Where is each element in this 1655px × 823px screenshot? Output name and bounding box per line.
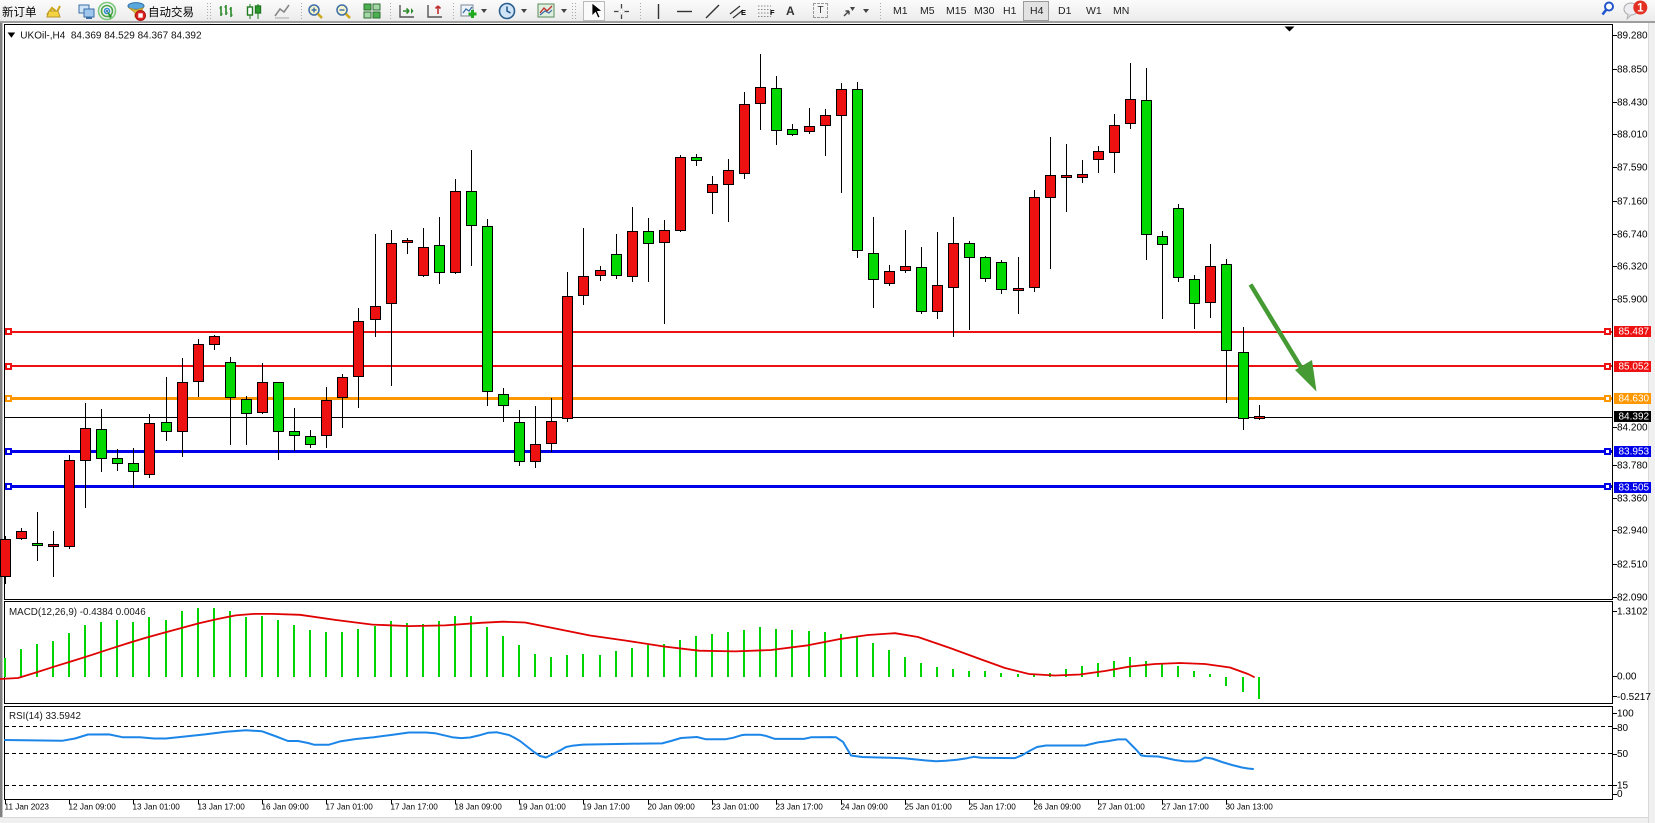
svg-text:89.280: 89.280 [1617, 31, 1648, 42]
svg-text:16 Jan 09:00: 16 Jan 09:00 [262, 803, 310, 812]
svg-text:50: 50 [1617, 749, 1629, 760]
svg-text:83.953: 83.953 [1619, 447, 1650, 458]
svg-text:23 Jan 01:00: 23 Jan 01:00 [712, 803, 760, 812]
svg-text:87.160: 87.160 [1617, 197, 1648, 208]
svg-text:83.505: 83.505 [1619, 483, 1650, 494]
svg-text:30 Jan 13:00: 30 Jan 13:00 [1226, 803, 1274, 812]
svg-text:25 Jan 17:00: 25 Jan 17:00 [969, 803, 1017, 812]
svg-text:85.487: 85.487 [1619, 327, 1650, 338]
svg-text:100: 100 [1617, 709, 1634, 720]
svg-text:0: 0 [1617, 789, 1623, 800]
svg-text:27 Jan 01:00: 27 Jan 01:00 [1098, 803, 1146, 812]
svg-text:84.392: 84.392 [1619, 412, 1650, 423]
svg-text:20 Jan 09:00: 20 Jan 09:00 [648, 803, 696, 812]
svg-text:13 Jan 17:00: 13 Jan 17:00 [198, 803, 246, 812]
svg-text:15: 15 [1617, 781, 1629, 792]
svg-text:87.590: 87.590 [1617, 163, 1648, 174]
svg-text:17 Jan 17:00: 17 Jan 17:00 [391, 803, 439, 812]
svg-text:26 Jan 09:00: 26 Jan 09:00 [1034, 803, 1082, 812]
svg-text:1.3102: 1.3102 [1617, 607, 1648, 618]
svg-text:82.510: 82.510 [1617, 560, 1648, 571]
svg-text:MACD(12,26,9) -0.4384 0.0046: MACD(12,26,9) -0.4384 0.0046 [9, 607, 146, 618]
svg-text:25 Jan 01:00: 25 Jan 01:00 [905, 803, 953, 812]
svg-text:19 Jan 17:00: 19 Jan 17:00 [583, 803, 631, 812]
svg-text:1: 1 [1637, 3, 1644, 15]
svg-text:86.740: 86.740 [1617, 230, 1648, 241]
svg-text:13 Jan 01:00: 13 Jan 01:00 [133, 803, 181, 812]
svg-text:82.090: 82.090 [1617, 593, 1648, 604]
svg-text:83.780: 83.780 [1617, 461, 1648, 472]
svg-text:85.052: 85.052 [1619, 362, 1650, 373]
svg-text:82.940: 82.940 [1617, 526, 1648, 537]
svg-text:24 Jan 09:00: 24 Jan 09:00 [841, 803, 889, 812]
svg-text:83.360: 83.360 [1617, 494, 1648, 505]
svg-text:86.320: 86.320 [1617, 262, 1648, 273]
svg-text:23 Jan 17:00: 23 Jan 17:00 [776, 803, 824, 812]
svg-text:18 Jan 09:00: 18 Jan 09:00 [455, 803, 503, 812]
svg-text:27 Jan 17:00: 27 Jan 17:00 [1162, 803, 1210, 812]
svg-text:11 Jan 2023: 11 Jan 2023 [5, 803, 50, 812]
svg-text:17 Jan 01:00: 17 Jan 01:00 [326, 803, 374, 812]
svg-text:12 Jan 09:00: 12 Jan 09:00 [69, 803, 117, 812]
svg-text:UKOil-,H4 84.369 84.529 84.36: UKOil-,H4 84.369 84.529 84.367 84.392 [20, 31, 202, 42]
svg-text:19 Jan 01:00: 19 Jan 01:00 [519, 803, 567, 812]
svg-text:-0.5217: -0.5217 [1617, 692, 1651, 703]
svg-text:88.010: 88.010 [1617, 130, 1648, 141]
svg-text:80: 80 [1617, 723, 1629, 734]
svg-text:85.900: 85.900 [1617, 295, 1648, 306]
svg-text:88.430: 88.430 [1617, 98, 1648, 109]
svg-text:RSI(14) 33.5942: RSI(14) 33.5942 [9, 711, 81, 722]
svg-text:0.00: 0.00 [1617, 672, 1637, 683]
svg-text:84.630: 84.630 [1619, 394, 1650, 405]
svg-text:88.850: 88.850 [1617, 65, 1648, 76]
svg-text:84.200: 84.200 [1617, 423, 1648, 434]
